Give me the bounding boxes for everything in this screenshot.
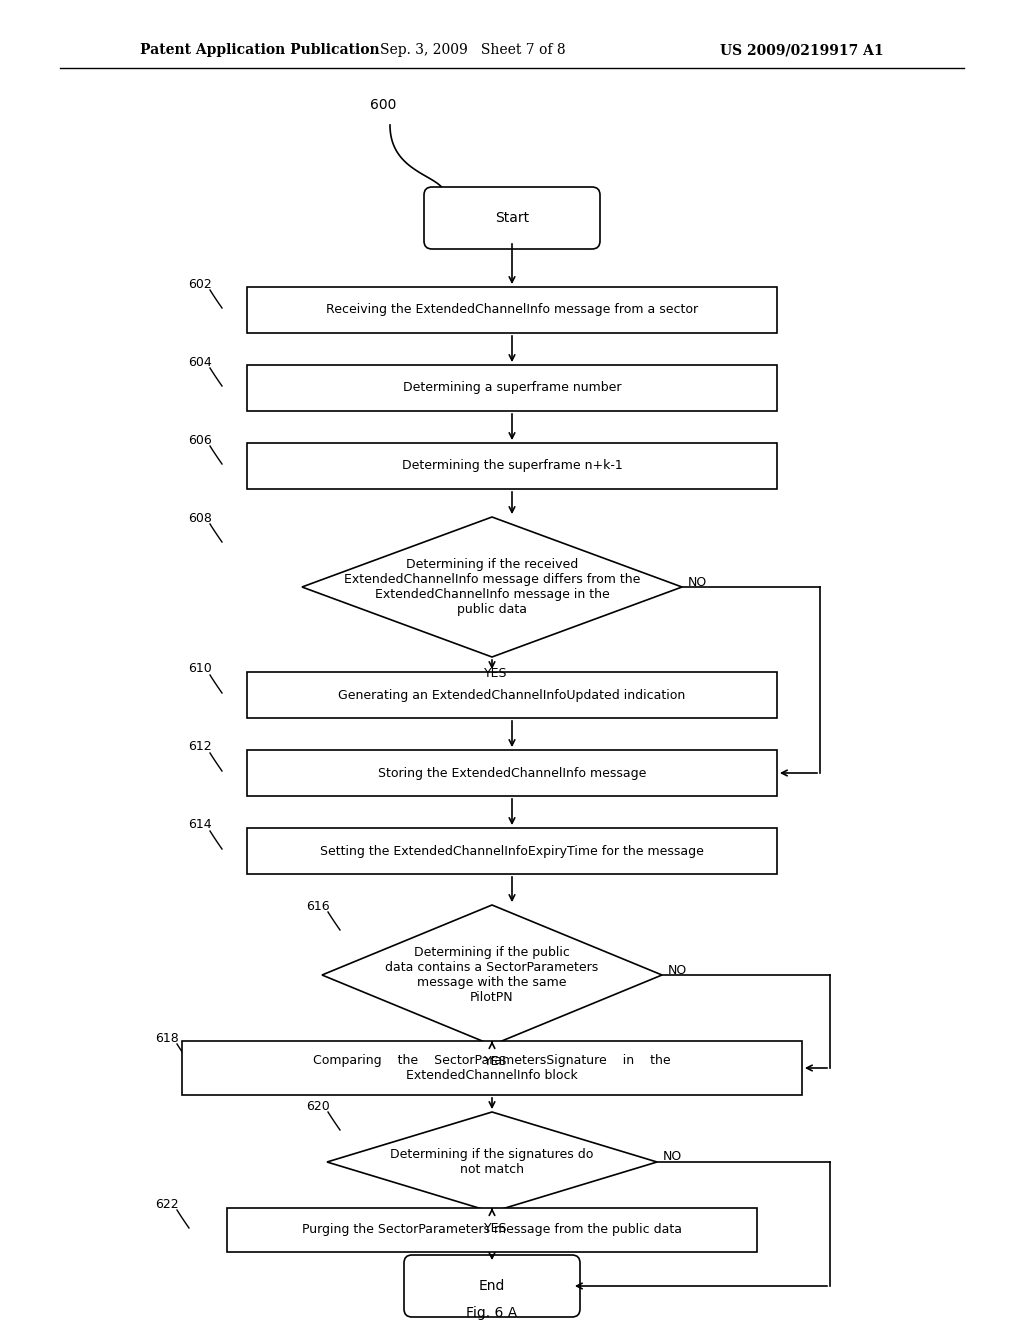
Text: 618: 618 [155,1031,179,1044]
Text: Sep. 3, 2009   Sheet 7 of 8: Sep. 3, 2009 Sheet 7 of 8 [380,44,565,57]
Text: 610: 610 [188,663,212,676]
Text: 608: 608 [188,511,212,524]
Text: 600: 600 [370,98,396,112]
Text: Comparing    the    SectorParametersSignature    in    the
ExtendedChannelInfo b: Comparing the SectorParametersSignature … [313,1053,671,1082]
Bar [247,286,777,333]
Text: Determining the superframe n+k-1: Determining the superframe n+k-1 [401,459,623,473]
Text: 620: 620 [306,1100,330,1113]
Polygon shape [302,517,682,657]
Polygon shape [327,1111,657,1212]
Text: End: End [479,1279,505,1294]
Bar [247,750,777,796]
Text: YES: YES [484,1222,508,1236]
Text: Receiving the ExtendedChannelInfo message from a sector: Receiving the ExtendedChannelInfo messag… [326,304,698,317]
Bar [182,1041,802,1096]
Text: 602: 602 [188,277,212,290]
Text: Patent Application Publication: Patent Application Publication [140,44,380,57]
Text: Fig. 6 A: Fig. 6 A [466,1305,517,1320]
Text: Determining if the public
data contains a SectorParameters
message with the same: Determining if the public data contains … [385,946,599,1005]
Text: Purging the SectorParameters message from the public data: Purging the SectorParameters message fro… [302,1224,682,1237]
Bar [247,366,777,411]
Text: 614: 614 [188,818,212,832]
Text: Storing the ExtendedChannelInfo message: Storing the ExtendedChannelInfo message [378,767,646,780]
Bar [227,1208,757,1251]
Text: 606: 606 [188,433,212,446]
FancyBboxPatch shape [404,1255,580,1317]
Polygon shape [322,906,662,1045]
Text: NO: NO [668,964,687,977]
Text: Setting the ExtendedChannelInfoExpiryTime for the message: Setting the ExtendedChannelInfoExpiryTim… [321,845,703,858]
FancyBboxPatch shape [424,187,600,249]
Bar [247,828,777,874]
Text: 612: 612 [188,741,212,754]
Text: Determining if the received
ExtendedChannelInfo message differs from the
Extende: Determining if the received ExtendedChan… [344,558,640,616]
Text: 622: 622 [155,1197,178,1210]
Text: YES: YES [484,1055,508,1068]
Text: Determining if the signatures do
not match: Determining if the signatures do not mat… [390,1148,594,1176]
Text: Start: Start [495,211,529,224]
Bar [247,672,777,718]
Text: 616: 616 [306,899,330,912]
Text: YES: YES [484,667,508,680]
Text: US 2009/0219917 A1: US 2009/0219917 A1 [720,44,884,57]
Text: Determining a superframe number: Determining a superframe number [402,381,622,395]
Text: Generating an ExtendedChannelInfoUpdated indication: Generating an ExtendedChannelInfoUpdated… [338,689,686,701]
Text: 604: 604 [188,355,212,368]
Text: NO: NO [663,1151,682,1163]
Text: NO: NO [688,576,708,589]
Bar [247,444,777,488]
